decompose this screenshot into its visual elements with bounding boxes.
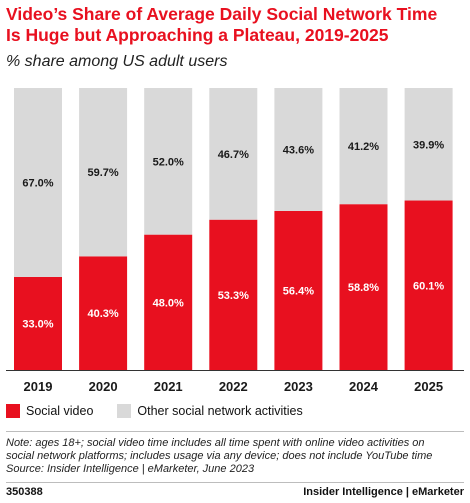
bar-other-2025 (404, 88, 453, 201)
bar-social-video-2024 (339, 204, 388, 370)
data-label-social-video-2023: 56.4% (283, 285, 314, 297)
chart-note: Note: ages 18+; social video time includ… (6, 437, 468, 476)
legend: Social video Other social network activi… (6, 402, 327, 420)
x-tick-label-2023: 2023 (284, 379, 313, 394)
legend-swatch-social-video (6, 404, 20, 418)
x-tick-label-2022: 2022 (219, 379, 248, 394)
bar-social-video-2022 (209, 219, 258, 370)
data-label-other-2022: 46.7% (218, 149, 249, 161)
data-label-other-2024: 41.2% (348, 141, 379, 153)
brand-credit: Insider Intelligence | eMarketer (303, 486, 464, 498)
data-label-other-2023: 43.6% (283, 144, 314, 156)
data-label-social-video-2020: 40.3% (87, 308, 118, 320)
data-label-social-video-2019: 33.0% (22, 318, 53, 330)
data-label-social-video-2021: 48.0% (153, 297, 184, 309)
divider-top (6, 431, 464, 432)
bar-other-2021 (144, 88, 193, 235)
data-label-social-video-2022: 53.3% (218, 290, 249, 302)
data-label-other-2019: 67.0% (22, 177, 53, 189)
bar-social-video-2020 (79, 256, 128, 370)
bar-social-video-2025 (404, 200, 453, 370)
x-tick-label-2025: 2025 (414, 379, 443, 394)
bar-other-2020 (79, 88, 128, 257)
data-label-social-video-2025: 60.1% (413, 280, 444, 292)
legend-swatch-other (117, 404, 132, 418)
legend-label-other: Other social network activities (137, 404, 303, 418)
note-line-1: Note: ages 18+; social video time includ… (6, 437, 425, 449)
bar-other-2023 (274, 88, 323, 211)
data-label-other-2021: 52.0% (153, 156, 184, 168)
bar-other-2024 (339, 88, 388, 205)
data-label-social-video-2024: 58.8% (348, 282, 379, 294)
x-tick-label-2020: 2020 (89, 379, 118, 394)
bar-social-video-2021 (144, 234, 193, 370)
stacked-bar-chart: 33.0% 67.0% 2019 40.3% 59.7% 2020 48.0% 52.0% 20… (6, 88, 464, 394)
bar-social-video-2023 (274, 210, 323, 370)
legend-item-other: Other social network activities (117, 404, 303, 418)
chart-title-line-1: Video’s Share of Average Daily Social Ne… (6, 4, 438, 24)
chart-title: Video’s Share of Average Daily Social Ne… (6, 4, 466, 46)
bar-other-2019 (14, 88, 62, 277)
x-tick-label-2021: 2021 (154, 379, 183, 394)
chart-subtitle: % share among US adult users (6, 53, 228, 70)
legend-label-social-video: Social video (26, 404, 94, 418)
bar-social-video-2019 (14, 276, 62, 370)
chart-title-line-2: Is Huge but Approaching a Plateau, 2019-… (6, 25, 389, 45)
data-label-other-2020: 59.7% (87, 167, 118, 179)
legend-item-social-video: Social video (6, 404, 93, 418)
data-label-other-2025: 39.9% (413, 139, 444, 151)
divider-bottom (6, 482, 464, 483)
note-line-2: social network platforms; includes usage… (6, 450, 433, 462)
bar-other-2022 (209, 88, 258, 220)
chart-id: 350388 (6, 486, 43, 498)
source-line: Source: Insider Intelligence | eMarketer… (6, 463, 255, 475)
x-tick-label-2019: 2019 (24, 379, 53, 394)
x-tick-label-2024: 2024 (349, 379, 379, 394)
